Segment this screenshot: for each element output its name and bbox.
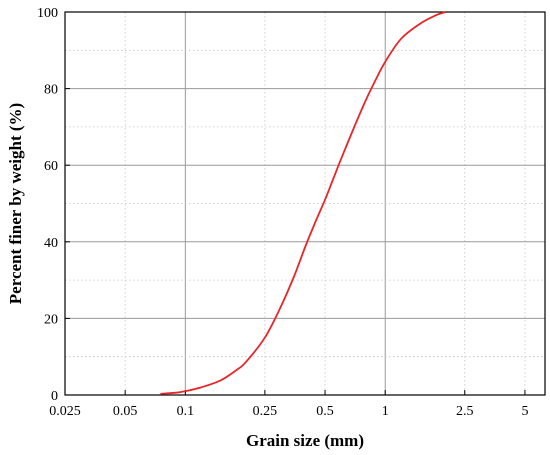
y-axis-title: Percent finer by weight (%) bbox=[6, 103, 25, 304]
x-tick-labels: 0.025 0.05 0.1 0.25 0.5 1 2.5 5 bbox=[49, 404, 528, 419]
x-axis-title: Grain size (mm) bbox=[246, 431, 364, 450]
x-tick-label: 0.1 bbox=[177, 404, 195, 419]
x-tick-label: 5 bbox=[521, 404, 528, 419]
x-tick-label: 0.5 bbox=[316, 404, 334, 419]
plot-frame bbox=[64, 11, 546, 396]
y-tick-label: 80 bbox=[44, 83, 58, 98]
y-tick-labels: 0 20 40 60 80 100 bbox=[37, 6, 58, 404]
y-tick-label: 0 bbox=[51, 389, 58, 404]
y-tick-label: 40 bbox=[44, 236, 58, 251]
grading-curve bbox=[160, 11, 446, 395]
x-tick-label: 0.05 bbox=[113, 404, 138, 419]
y-tick-label: 20 bbox=[44, 312, 58, 327]
x-tick-label: 1 bbox=[382, 404, 389, 419]
x-tick-label: 0.25 bbox=[253, 404, 278, 419]
x-tick-label: 2.5 bbox=[456, 404, 474, 419]
axis-ticks bbox=[64, 11, 526, 396]
grid-lines bbox=[65, 12, 545, 395]
y-tick-label: 60 bbox=[44, 159, 58, 174]
y-tick-label: 100 bbox=[37, 6, 58, 21]
x-tick-label: 0.025 bbox=[49, 404, 81, 419]
